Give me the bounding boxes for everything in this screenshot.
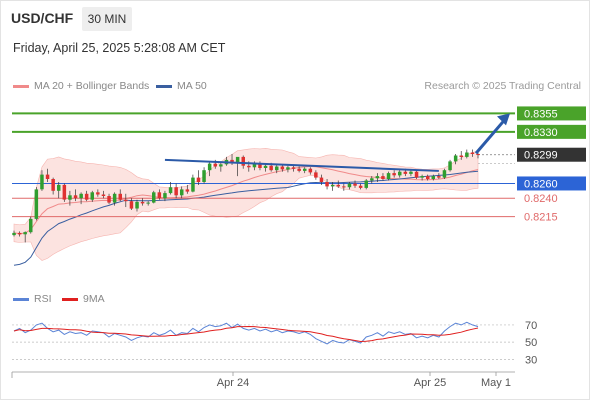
symbol-title: USD/CHF [11,10,74,26]
ma20-swatch-icon [13,84,29,88]
legend-ma50-label: MA 50 [177,80,207,92]
legend-rsi-label: RSI [34,293,52,305]
rsi-ma-swatch-icon [62,297,78,301]
legend-ma50: MA 50 [156,80,207,92]
ma50-swatch-icon [156,84,172,88]
research-credit: Research © 2025 Trading Central [424,80,581,92]
rsi-swatch-icon [13,297,29,301]
timeframe-button[interactable]: 30 MIN [82,7,132,31]
legend-rsi-ma: 9MA [62,293,105,305]
legend-rsi: RSI [13,293,52,305]
legend-rsi-ma-label: 9MA [83,293,105,305]
legend-ma20-bb: MA 20 + Bollinger Bands [13,80,149,92]
legend-ma20-label: MA 20 + Bollinger Bands [34,80,150,92]
timestamp: Friday, April 25, 2025 5:28:08 AM CET [13,41,226,55]
